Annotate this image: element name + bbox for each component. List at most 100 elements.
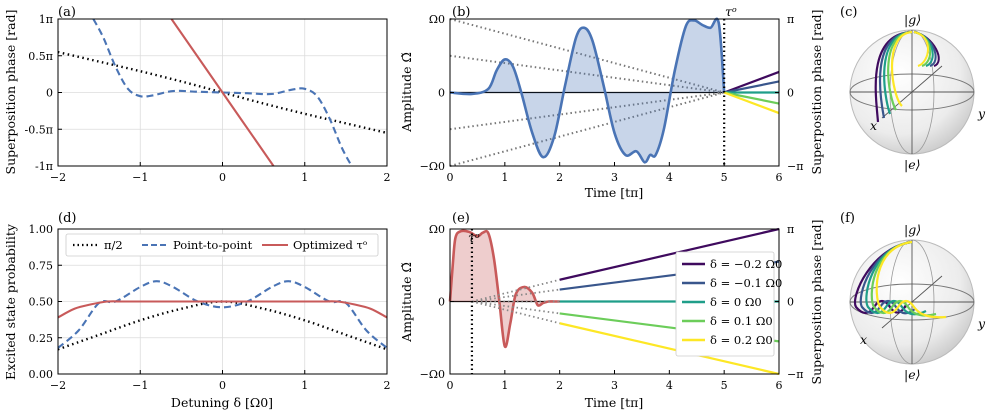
ytick-label: 0	[46, 87, 53, 100]
xtick-label: 4	[666, 379, 673, 392]
panel-d-ylabel: Excited state probability	[3, 223, 18, 380]
ytick-label: 0.00	[29, 368, 54, 381]
panel-e-body	[448, 227, 780, 376]
ytick-right-label: π	[787, 13, 794, 26]
panel-b-yticks: −Ω0 0 Ω0	[420, 13, 454, 173]
phase-line-4	[559, 322, 780, 376]
phase-guide-0	[471, 278, 560, 303]
ytick-label: Ω0	[429, 13, 445, 26]
ytick-right-label: −π	[787, 160, 803, 173]
phase-line-3	[723, 91, 780, 105]
panel-e-label: (e)	[452, 211, 470, 226]
panel-b-label: (b)	[452, 5, 470, 20]
panel-b-ylabel-right: Superposition phase [rad]	[809, 10, 824, 175]
legend-label-pi2: π/2	[104, 238, 123, 252]
xtick-label: 2	[384, 171, 391, 184]
xtick-label: −2	[50, 379, 66, 392]
xtick-label: 2	[384, 379, 391, 392]
panel-e-ylabel: Amplitude Ω̃	[399, 262, 414, 343]
phase-guide-1	[471, 288, 560, 303]
phase-line-1	[723, 80, 780, 94]
xtick-label: 0	[219, 171, 226, 184]
bloch-c-ket-e: |e⟩	[904, 157, 921, 172]
guide-line	[449, 91, 725, 167]
xtick-label: −1	[132, 171, 148, 184]
xtick-label: 1	[501, 171, 508, 184]
ytick-right-label: 0	[787, 87, 794, 100]
legend-label-opt: Optimized τᵒ	[293, 238, 367, 252]
panel-e-yticks: −Ω0 0 Ω0	[420, 223, 454, 381]
panel-e-legend: δ = −0.2 Ω0 δ = −0.1 Ω0 δ = 0 Ω0 δ = 0.1 Ω0…	[675, 251, 782, 357]
legend-label-p2p: Point-to-point	[173, 238, 253, 252]
panel-d-label: (d)	[58, 211, 76, 226]
ytick-right-label: 0	[787, 296, 794, 309]
pulse-area	[450, 230, 560, 347]
xtick-label: 5	[721, 171, 728, 184]
panel-b-tau-annotation: τᵒ	[725, 4, 737, 19]
panel-d-xticks: −2 −1 0 1 2	[50, 370, 391, 392]
phase-guide-3	[471, 300, 560, 315]
bloch-x-axis-c	[881, 65, 943, 119]
bloch-f-trajectory-2	[865, 240, 927, 316]
phase-line-4	[723, 91, 780, 115]
xtick-label: 3	[611, 171, 618, 184]
xtick-label: 0	[447, 379, 454, 392]
ytick-right-label: π	[787, 223, 794, 236]
series-line-2	[170, 19, 275, 166]
ytick-label: 0.25	[29, 332, 54, 345]
ytick-label: 0.75	[29, 259, 54, 272]
ytick-label: Ω0	[429, 223, 445, 236]
ytick-label: -0.5π	[25, 123, 53, 136]
panel-b-yticks-right: −π 0 π	[775, 13, 803, 173]
xtick-label: 5	[721, 379, 728, 392]
bloch-c-axis-x: x	[870, 118, 877, 133]
bloch-c-return-4	[913, 31, 929, 67]
xtick-label: 6	[776, 379, 783, 392]
panel-a: (a) −2 −1 0 1 2 -1π -0.5π 0 0.5π 1π Superpositio…	[3, 5, 391, 184]
xtick-label: 1	[301, 379, 308, 392]
xtick-label: 2	[556, 171, 563, 184]
ytick-label: 1.00	[29, 223, 54, 236]
xtick-label: 2	[556, 379, 563, 392]
ytick-label: −Ω0	[420, 160, 445, 173]
guide-line	[449, 54, 725, 94]
xtick-label: 3	[611, 379, 618, 392]
legend-box-e	[675, 251, 775, 357]
bloch-f-axis-y: y	[977, 316, 986, 331]
ytick-label: 0.5π	[28, 50, 53, 63]
bloch-c-axis-y: y	[977, 106, 986, 121]
panel-e-ylabel-right: Superposition phase [rad]	[809, 220, 824, 385]
ytick-label: -1π	[35, 160, 53, 173]
xtick-label: 1	[301, 171, 308, 184]
panel-d: (d) −2 −1 0 1 2 0.00 0.25 0.50 0.75 1.00 Detunin…	[3, 211, 391, 410]
bloch-f-trajectory-4	[875, 240, 947, 319]
pulse-line	[448, 229, 560, 349]
ytick-label: −Ω0	[420, 368, 445, 381]
panel-a-ylabel: Superposition phase [rad]	[3, 10, 18, 175]
panel-a-xticks: −2 −1 0 1 2	[50, 162, 391, 184]
phase-line-0	[723, 70, 780, 94]
bloch-trajectories-c	[874, 30, 940, 123]
xtick-label: 6	[776, 171, 783, 184]
ytick-label: 0.50	[29, 296, 54, 309]
series-line-0	[58, 300, 387, 351]
xtick-label: 0	[447, 171, 454, 184]
bloch-f-ket-g: |g⟩	[904, 222, 921, 237]
panel-b-ylabel: Amplitude Ω̃	[399, 52, 414, 133]
panel-e-tau-annotation: τᵒ	[468, 230, 480, 245]
ytick-label: 0	[438, 296, 445, 309]
legend-box	[65, 233, 379, 257]
bloch-x-axis-f	[881, 275, 943, 329]
panel-e-xlabel: Time [tπ]	[585, 395, 644, 410]
xtick-label: −1	[132, 379, 148, 392]
panel-b-xticks: 0 1 2 3 4 5 6	[447, 162, 783, 184]
ytick-right-label: −π	[787, 368, 803, 381]
bloch-f-ket-e: |e⟩	[904, 367, 921, 382]
panel-c: (c) |g⟩ |e⟩ x y	[840, 5, 986, 172]
series-line-2	[58, 300, 387, 319]
bloch-f-axis-x: x	[860, 332, 867, 347]
pulse-line	[449, 17, 726, 164]
panel-f-label: (f)	[840, 211, 855, 226]
xtick-label: 1	[501, 379, 508, 392]
